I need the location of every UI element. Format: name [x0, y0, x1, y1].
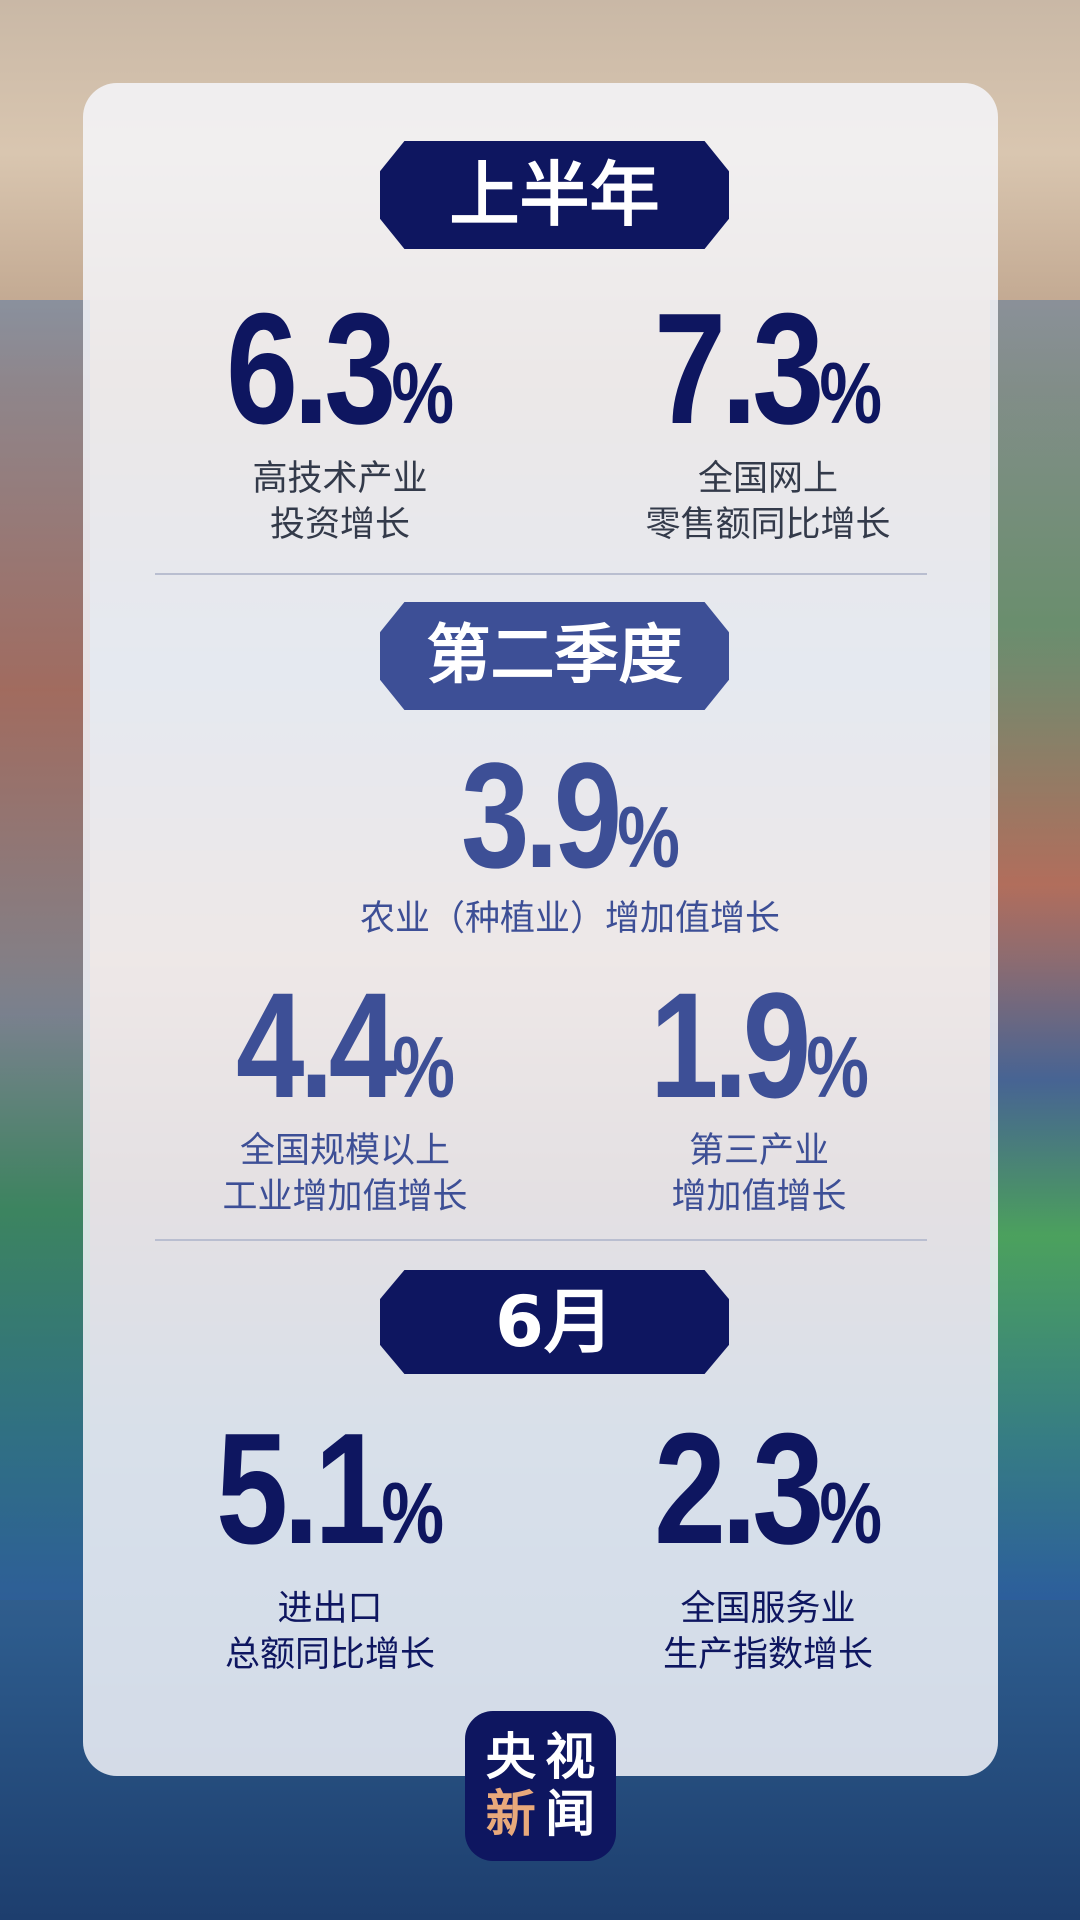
- stat-tertiary: 1.9% 第三产业 增加值增长: [549, 970, 969, 1220]
- stat-label: 工业增加值增长: [222, 1177, 468, 1217]
- stat-value: 7.3: [653, 281, 824, 457]
- stat-label: 农业（种植业）增加值增长: [359, 899, 780, 939]
- divider: [155, 1239, 927, 1241]
- stat-label: 全国网上: [697, 459, 838, 499]
- stat-label: 总额同比增长: [224, 1635, 435, 1675]
- stat-label: 全国服务业: [680, 1589, 856, 1629]
- stat-label: 增加值增长: [671, 1177, 847, 1217]
- section-badge-h1: 上半年: [380, 141, 729, 249]
- stat-label: 进出口: [277, 1589, 383, 1629]
- background-photo-right: [990, 300, 1080, 1600]
- divider: [155, 573, 927, 575]
- logo-char: 新: [485, 1785, 536, 1843]
- percent-sign: %: [819, 346, 883, 442]
- logo-char: 央: [485, 1728, 536, 1786]
- stat-industrial: 4.4% 全国规模以上 工业增加值增长: [135, 970, 555, 1220]
- percent-sign: %: [381, 1466, 445, 1562]
- stat-import-export: 5.1% 进出口 总额同比增长: [120, 1410, 540, 1678]
- stat-value: 3.9: [460, 731, 622, 899]
- stat-label: 零售额同比增长: [645, 505, 891, 545]
- stat-label: 第三产业: [688, 1131, 829, 1171]
- stat-high-tech-investment: 6.3% 高技术产业 投资增长: [130, 290, 550, 548]
- stat-value: 1.9: [649, 961, 811, 1129]
- stat-value: 6.3: [225, 281, 396, 457]
- logo-char: 视: [545, 1728, 596, 1786]
- cctv-news-logo: 央 视 新 闻: [465, 1711, 616, 1861]
- percent-sign: %: [805, 1020, 869, 1116]
- stat-label: 全国规模以上: [239, 1131, 450, 1171]
- logo-char: 闻: [545, 1785, 596, 1843]
- percent-sign: %: [819, 1466, 883, 1562]
- stat-value: 2.3: [653, 1401, 824, 1577]
- section-badge-june: 6月: [380, 1270, 729, 1374]
- percent-sign: %: [391, 346, 455, 442]
- stat-online-retail: 7.3% 全国网上 零售额同比增长: [558, 290, 978, 548]
- stat-label: 生产指数增长: [662, 1635, 873, 1675]
- stat-label: 投资增长: [269, 505, 410, 545]
- stat-services-index: 2.3% 全国服务业 生产指数增长: [558, 1410, 978, 1678]
- stat-value: 4.4: [235, 961, 397, 1129]
- percent-sign: %: [391, 1020, 455, 1116]
- background-photo-left: [0, 300, 90, 1600]
- stat-value: 5.1: [215, 1401, 386, 1577]
- stat-label: 高技术产业: [252, 459, 428, 499]
- stat-agriculture: 3.9% 农业（种植业）增加值增长: [290, 740, 850, 942]
- percent-sign: %: [616, 790, 680, 886]
- stats-card: [83, 83, 998, 1776]
- section-badge-q2: 第二季度: [380, 602, 729, 710]
